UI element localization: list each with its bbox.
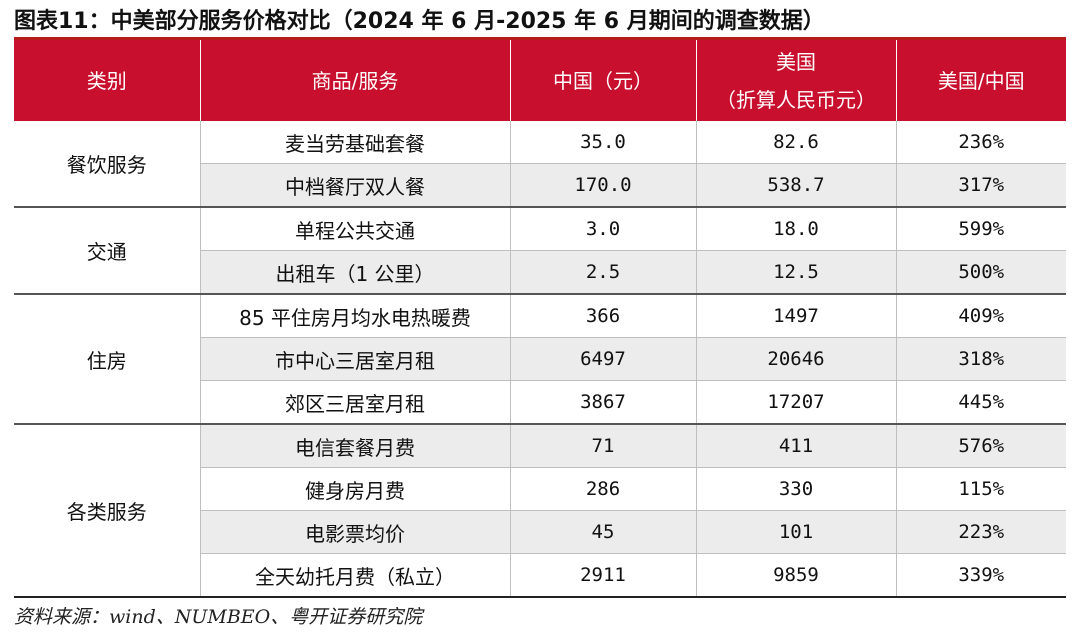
header-us-line1: 美国	[776, 49, 816, 74]
header-us: 美国 （折算人民币元）	[695, 40, 897, 121]
china-price-cell: 286	[509, 467, 696, 511]
ratio-cell: 317%	[895, 163, 1066, 208]
header-china: 中国（元）	[509, 40, 697, 121]
us-price-cell: 12.5	[695, 250, 896, 295]
us-price-cell: 1497	[695, 294, 896, 338]
item-cell: 中档餐厅双人餐	[199, 163, 510, 208]
table-row: 出租车（1 公里） 2.5 12.5 500%	[14, 250, 1066, 295]
ratio-cell: 599%	[895, 207, 1066, 251]
table-row: 全天幼托月费（私立） 2911 9859 339%	[14, 553, 1066, 598]
us-price-cell: 82.6	[695, 121, 896, 164]
table-row: 电影票均价 45 101 223%	[14, 510, 1066, 554]
china-price-cell: 3867	[509, 380, 696, 425]
header-us-line2: （折算人民币元）	[716, 87, 876, 112]
table-row: 郊区三居室月租 3867 17207 445%	[14, 380, 1066, 425]
ratio-cell: 236%	[895, 121, 1066, 164]
ratio-cell: 115%	[895, 467, 1066, 511]
item-cell: 麦当劳基础套餐	[199, 121, 510, 164]
header-item: 商品/服务	[199, 40, 511, 121]
item-cell: 电信套餐月费	[199, 424, 510, 468]
ratio-cell: 445%	[895, 380, 1066, 425]
table-row: 交通 单程公共交通 3.0 18.0 599%	[14, 207, 1066, 295]
category-cell: 住房	[14, 294, 200, 425]
ratio-cell: 409%	[895, 294, 1066, 338]
us-price-cell: 17207	[695, 380, 896, 425]
item-cell: 市中心三居室月租	[199, 337, 510, 381]
table-row: 中档餐厅双人餐 170.0 538.7 317%	[14, 163, 1066, 208]
table-row: 健身房月费 286 330 115%	[14, 467, 1066, 511]
us-price-cell: 18.0	[695, 207, 896, 251]
source-note: 资料来源：wind、NUMBEO、粤开证券研究院	[14, 606, 423, 628]
item-cell: 85 平住房月均水电热暖费	[199, 294, 510, 338]
us-price-cell: 101	[695, 510, 896, 554]
table-row: 住房 85 平住房月均水电热暖费 366 1497 409%	[14, 294, 1066, 425]
china-price-cell: 45	[509, 510, 696, 554]
us-price-cell: 411	[695, 424, 896, 468]
us-price-cell: 538.7	[695, 163, 896, 208]
table-row: 餐饮服务 麦当劳基础套餐 35.0 82.6 236%	[14, 121, 1066, 208]
china-price-cell: 2911	[509, 553, 696, 598]
china-price-cell: 71	[509, 424, 696, 468]
item-cell: 全天幼托月费（私立）	[199, 553, 510, 598]
category-cell: 各类服务	[14, 424, 200, 598]
china-price-cell: 2.5	[509, 250, 696, 295]
us-price-cell: 9859	[695, 553, 896, 598]
header-category: 类别	[14, 40, 201, 121]
us-price-cell: 330	[695, 467, 896, 511]
china-price-cell: 3.0	[509, 207, 696, 251]
us-price-cell: 20646	[695, 337, 896, 381]
item-cell: 出租车（1 公里）	[199, 250, 510, 295]
category-cell: 交通	[14, 207, 200, 295]
ratio-cell: 500%	[895, 250, 1066, 295]
china-price-cell: 170.0	[509, 163, 696, 208]
ratio-cell: 576%	[895, 424, 1066, 468]
category-cell: 餐饮服务	[14, 121, 200, 208]
item-cell: 电影票均价	[199, 510, 510, 554]
china-price-cell: 6497	[509, 337, 696, 381]
item-cell: 健身房月费	[199, 467, 510, 511]
ratio-cell: 339%	[895, 553, 1066, 598]
china-price-cell: 366	[509, 294, 696, 338]
title-rule	[14, 37, 1066, 40]
table-header-row: 类别 商品/服务 中国（元） 美国 （折算人民币元） 美国/中国	[14, 40, 1066, 121]
figure-title: 图表11：中美部分服务价格对比（2024 年 6 月-2025 年 6 月期间的…	[14, 9, 825, 34]
price-comparison-table: 类别 商品/服务 中国（元） 美国 （折算人民币元） 美国/中国 餐饮服务 麦当…	[14, 40, 1066, 598]
table-row: 市中心三居室月租 6497 20646 318%	[14, 337, 1066, 381]
china-price-cell: 35.0	[509, 121, 696, 164]
item-cell: 郊区三居室月租	[199, 380, 510, 425]
ratio-cell: 223%	[895, 510, 1066, 554]
ratio-cell: 318%	[895, 337, 1066, 381]
header-ratio: 美国/中国	[895, 40, 1066, 121]
table-row: 各类服务 电信套餐月费 71 411 576%	[14, 424, 1066, 598]
item-cell: 单程公共交通	[199, 207, 510, 251]
